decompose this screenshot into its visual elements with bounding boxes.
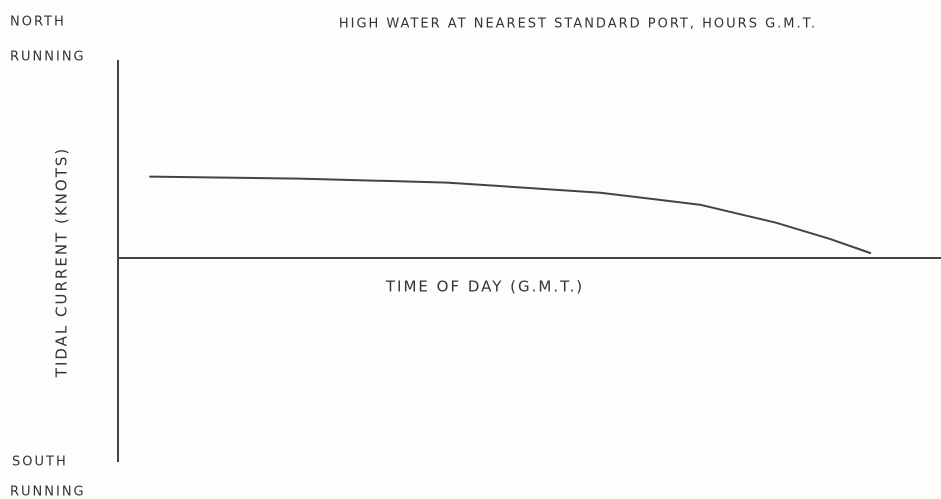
chart-title: HIGH WATER AT NEAREST STANDARD PORT, HOU… xyxy=(339,17,817,32)
y-axis-label: TIDAL CURRENT (KNOTS) xyxy=(53,147,71,378)
north-label: NORTH xyxy=(10,15,66,30)
running-label: RUNNING xyxy=(10,485,86,499)
x-axis-label: TIME OF DAY (G.M.T.) xyxy=(385,278,584,296)
data-line xyxy=(149,175,872,254)
south-label: SOUTH xyxy=(12,455,68,470)
running-label: RUNNING xyxy=(10,50,86,65)
